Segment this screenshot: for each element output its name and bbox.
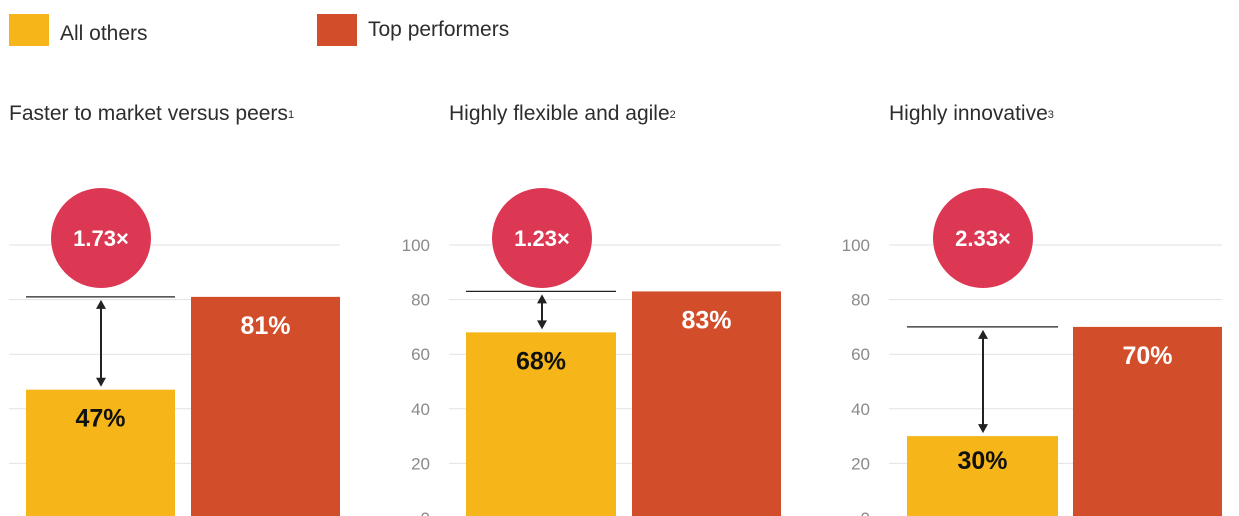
chart-title-flexible-agile: Highly flexible and agile2 bbox=[449, 98, 789, 129]
multiplier-label: 1.23× bbox=[514, 226, 570, 251]
arrow-head-down-icon bbox=[978, 424, 988, 434]
bar-top-performers bbox=[632, 291, 781, 516]
bar-value-label: 47% bbox=[75, 405, 125, 433]
footnote-marker: 1 bbox=[287, 109, 295, 121]
y-tick-label: 20 bbox=[851, 454, 870, 473]
footnote-marker: 3 bbox=[1047, 109, 1054, 121]
arrow-head-down-icon bbox=[537, 320, 547, 330]
y-tick-label: 100 bbox=[842, 236, 870, 255]
bar-value-label: 30% bbox=[957, 447, 1007, 475]
arrow-head-up-icon bbox=[96, 299, 106, 309]
chart-title-faster-to-market: Faster to market versus peers1 bbox=[9, 98, 309, 129]
legend-swatch-all-others bbox=[9, 14, 49, 46]
chart-title-text: Faster to market versus peers bbox=[9, 102, 288, 125]
legend-swatch-top-performers bbox=[317, 14, 357, 46]
y-tick-label: 40 bbox=[851, 400, 870, 419]
bar-value-label: 68% bbox=[516, 347, 566, 375]
y-tick-label: 0 bbox=[861, 509, 870, 516]
multiplier-circle bbox=[51, 188, 151, 288]
chart-title-text: Highly flexible and agile bbox=[449, 102, 670, 125]
y-tick-label: 80 bbox=[411, 291, 430, 310]
chart-title-text: Highly innovative bbox=[889, 102, 1048, 125]
multiplier-label: 2.33× bbox=[955, 226, 1011, 251]
bar-value-label: 83% bbox=[681, 306, 731, 334]
y-tick-label: 60 bbox=[851, 345, 870, 364]
bar-top-performers bbox=[1073, 326, 1222, 516]
bar-top-performers bbox=[191, 296, 340, 516]
bar-value-label: 70% bbox=[1122, 342, 1172, 370]
y-tick-label: 60 bbox=[411, 345, 430, 364]
legend-label-top-performers: Top performers bbox=[368, 18, 510, 41]
y-tick-label: 40 bbox=[411, 400, 430, 419]
legend-label-all-others: All others bbox=[60, 22, 148, 45]
bar-all-others bbox=[466, 332, 616, 516]
y-tick-label: 20 bbox=[411, 454, 430, 473]
chart-title-innovative: Highly innovative3 bbox=[889, 98, 1229, 129]
arrow-head-up-icon bbox=[978, 329, 988, 339]
y-tick-label: 100 bbox=[402, 236, 430, 255]
y-tick-label: 0 bbox=[421, 509, 430, 516]
multiplier-circle bbox=[933, 188, 1033, 288]
footnote-marker: 2 bbox=[669, 109, 676, 121]
bar-all-others bbox=[26, 389, 175, 516]
multiplier-circle bbox=[492, 188, 592, 288]
multiplier-label: 1.73× bbox=[73, 226, 129, 251]
arrow-head-down-icon bbox=[96, 377, 106, 387]
bar-value-label: 81% bbox=[240, 312, 290, 340]
bar-all-others bbox=[907, 436, 1058, 516]
y-tick-label: 80 bbox=[851, 291, 870, 310]
arrow-head-up-icon bbox=[537, 294, 547, 304]
